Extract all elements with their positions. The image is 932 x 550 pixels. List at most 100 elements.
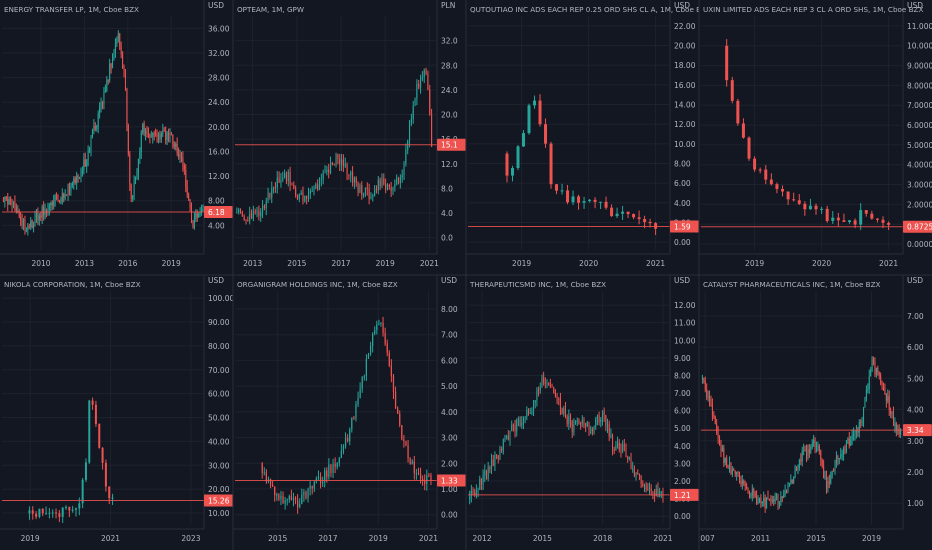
candle-body bbox=[421, 77, 423, 80]
candle-body bbox=[108, 486, 111, 499]
candle-body bbox=[864, 210, 868, 214]
candle-body bbox=[238, 209, 240, 213]
last-price-label: 6.18 bbox=[208, 208, 225, 217]
candle-body bbox=[814, 205, 818, 210]
candle-body bbox=[429, 89, 431, 115]
candle-body bbox=[416, 83, 418, 99]
candle-body bbox=[166, 132, 168, 140]
y-tick-label: 7.00 bbox=[907, 312, 924, 321]
candle-body bbox=[511, 424, 513, 431]
y-tick-label: 20.00 bbox=[208, 123, 230, 132]
candle-body bbox=[874, 361, 876, 375]
candle-body bbox=[730, 462, 732, 474]
candle-body bbox=[91, 400, 94, 405]
candle-body bbox=[561, 408, 563, 415]
chart-panel-energy-transfer[interactable]: 4.00 8.00 12.00 16.00 20.00 24.00 28.00 32.00 36… bbox=[0, 0, 233, 275]
candle-body bbox=[192, 220, 194, 228]
candle-body bbox=[51, 512, 54, 514]
candle-body bbox=[555, 184, 559, 191]
candle-body bbox=[127, 125, 129, 154]
candle-body bbox=[603, 411, 605, 415]
candle-body bbox=[252, 211, 254, 219]
candle-body bbox=[322, 481, 324, 484]
candle-body bbox=[261, 463, 263, 473]
candle-body bbox=[538, 390, 540, 392]
candle-body bbox=[122, 54, 124, 69]
candle-body bbox=[564, 408, 566, 417]
candle-body bbox=[474, 492, 476, 495]
candle-body bbox=[763, 497, 765, 502]
chart-panel-catalyst[interactable]: 1.00 2.00 3.00 4.00 5.00 6.00 7.00 USD 3.34 2007 2… bbox=[699, 275, 932, 550]
candle-body bbox=[643, 485, 645, 487]
candle-body bbox=[405, 149, 407, 164]
candle-body bbox=[837, 456, 839, 460]
candle-body bbox=[531, 412, 533, 414]
last-price-badge bbox=[903, 424, 932, 437]
candle-body bbox=[516, 419, 518, 432]
candle-body bbox=[489, 466, 491, 470]
candle-body bbox=[361, 185, 363, 196]
chart-svg: 0.00001.00002.00003.00004.00005.00006.00… bbox=[699, 0, 932, 268]
currency-label: USD bbox=[674, 1, 690, 10]
x-tick-label: 2023 bbox=[181, 534, 200, 543]
candle-body bbox=[274, 486, 276, 496]
y-tick-label: 32.0 bbox=[441, 37, 458, 46]
y-tick-label: 0.0000 bbox=[907, 240, 932, 249]
candle-body bbox=[854, 432, 856, 435]
chart-panel-nikola[interactable]: 10.00 20.00 30.00 40.00 50.00 60.00 70.00 80.00… bbox=[0, 275, 233, 550]
candle-body bbox=[90, 136, 92, 150]
y-tick-label: 3.00 bbox=[674, 459, 691, 468]
candle-body bbox=[645, 485, 647, 490]
candle-body bbox=[5, 196, 7, 200]
candle-body bbox=[835, 456, 837, 463]
chart-panel-therapeuticsmd[interactable]: 0.001.002.003.004.005.006.007.008.009.00… bbox=[466, 275, 699, 550]
candle-body bbox=[808, 205, 812, 210]
candle-body bbox=[104, 462, 107, 487]
candle-body bbox=[287, 171, 289, 182]
candle-body bbox=[377, 179, 379, 191]
candle-body bbox=[324, 172, 326, 174]
chart-panel-qutoutiao[interactable]: 0.002.004.006.008.0010.0012.0014.0016.00… bbox=[466, 0, 699, 275]
candle-body bbox=[501, 449, 503, 451]
chart-panel-uxin[interactable]: 0.00001.00002.00003.00004.00005.00006.00… bbox=[699, 0, 932, 275]
candle-body bbox=[45, 513, 48, 515]
candle-body bbox=[801, 450, 803, 462]
y-tick-label: 4.00 bbox=[208, 221, 225, 230]
candle-body bbox=[130, 184, 132, 199]
candle-body bbox=[770, 499, 772, 501]
chart-panel-opteam[interactable]: 0.04.08.012.016.020.024.028.032.0PLN15.1… bbox=[233, 0, 466, 275]
candle-body bbox=[309, 485, 311, 489]
candle-body bbox=[315, 184, 317, 190]
candle-body bbox=[778, 502, 780, 505]
candle-body bbox=[63, 193, 65, 198]
candle-body bbox=[568, 416, 570, 424]
candle-body bbox=[278, 494, 280, 500]
candle-body bbox=[499, 449, 501, 459]
candle-body bbox=[375, 189, 378, 191]
candle-body bbox=[324, 470, 326, 482]
candle-body bbox=[756, 496, 758, 505]
x-tick-label: 2019 bbox=[21, 534, 40, 543]
chart-svg: 0.001.002.003.004.005.006.007.008.009.00… bbox=[466, 275, 699, 543]
candle-body bbox=[516, 146, 520, 168]
candle-body bbox=[366, 187, 368, 189]
candle-body bbox=[256, 210, 258, 212]
chart-panel-organigram[interactable]: 0.00 1.00 2.00 3.00 4.00 5.00 6.00 7.00 8.00 USD 1… bbox=[233, 275, 466, 550]
candle-body bbox=[380, 322, 382, 325]
candle-body bbox=[77, 175, 79, 179]
y-tick-label: 11.00 bbox=[674, 319, 696, 328]
candle-body bbox=[341, 159, 343, 165]
candle-body bbox=[786, 191, 790, 200]
candle-body bbox=[196, 213, 198, 218]
candle-body bbox=[484, 470, 486, 476]
y-tick-label: 14.00 bbox=[674, 100, 696, 109]
candle-body bbox=[420, 79, 422, 88]
candle-body bbox=[265, 472, 268, 482]
candle-body bbox=[392, 376, 395, 393]
candle-body bbox=[43, 206, 45, 216]
candle-body bbox=[830, 475, 832, 484]
candle-body bbox=[635, 472, 637, 476]
candle-body bbox=[374, 189, 376, 196]
x-tick-label: 2021 bbox=[419, 534, 438, 543]
candle-body bbox=[65, 506, 68, 508]
